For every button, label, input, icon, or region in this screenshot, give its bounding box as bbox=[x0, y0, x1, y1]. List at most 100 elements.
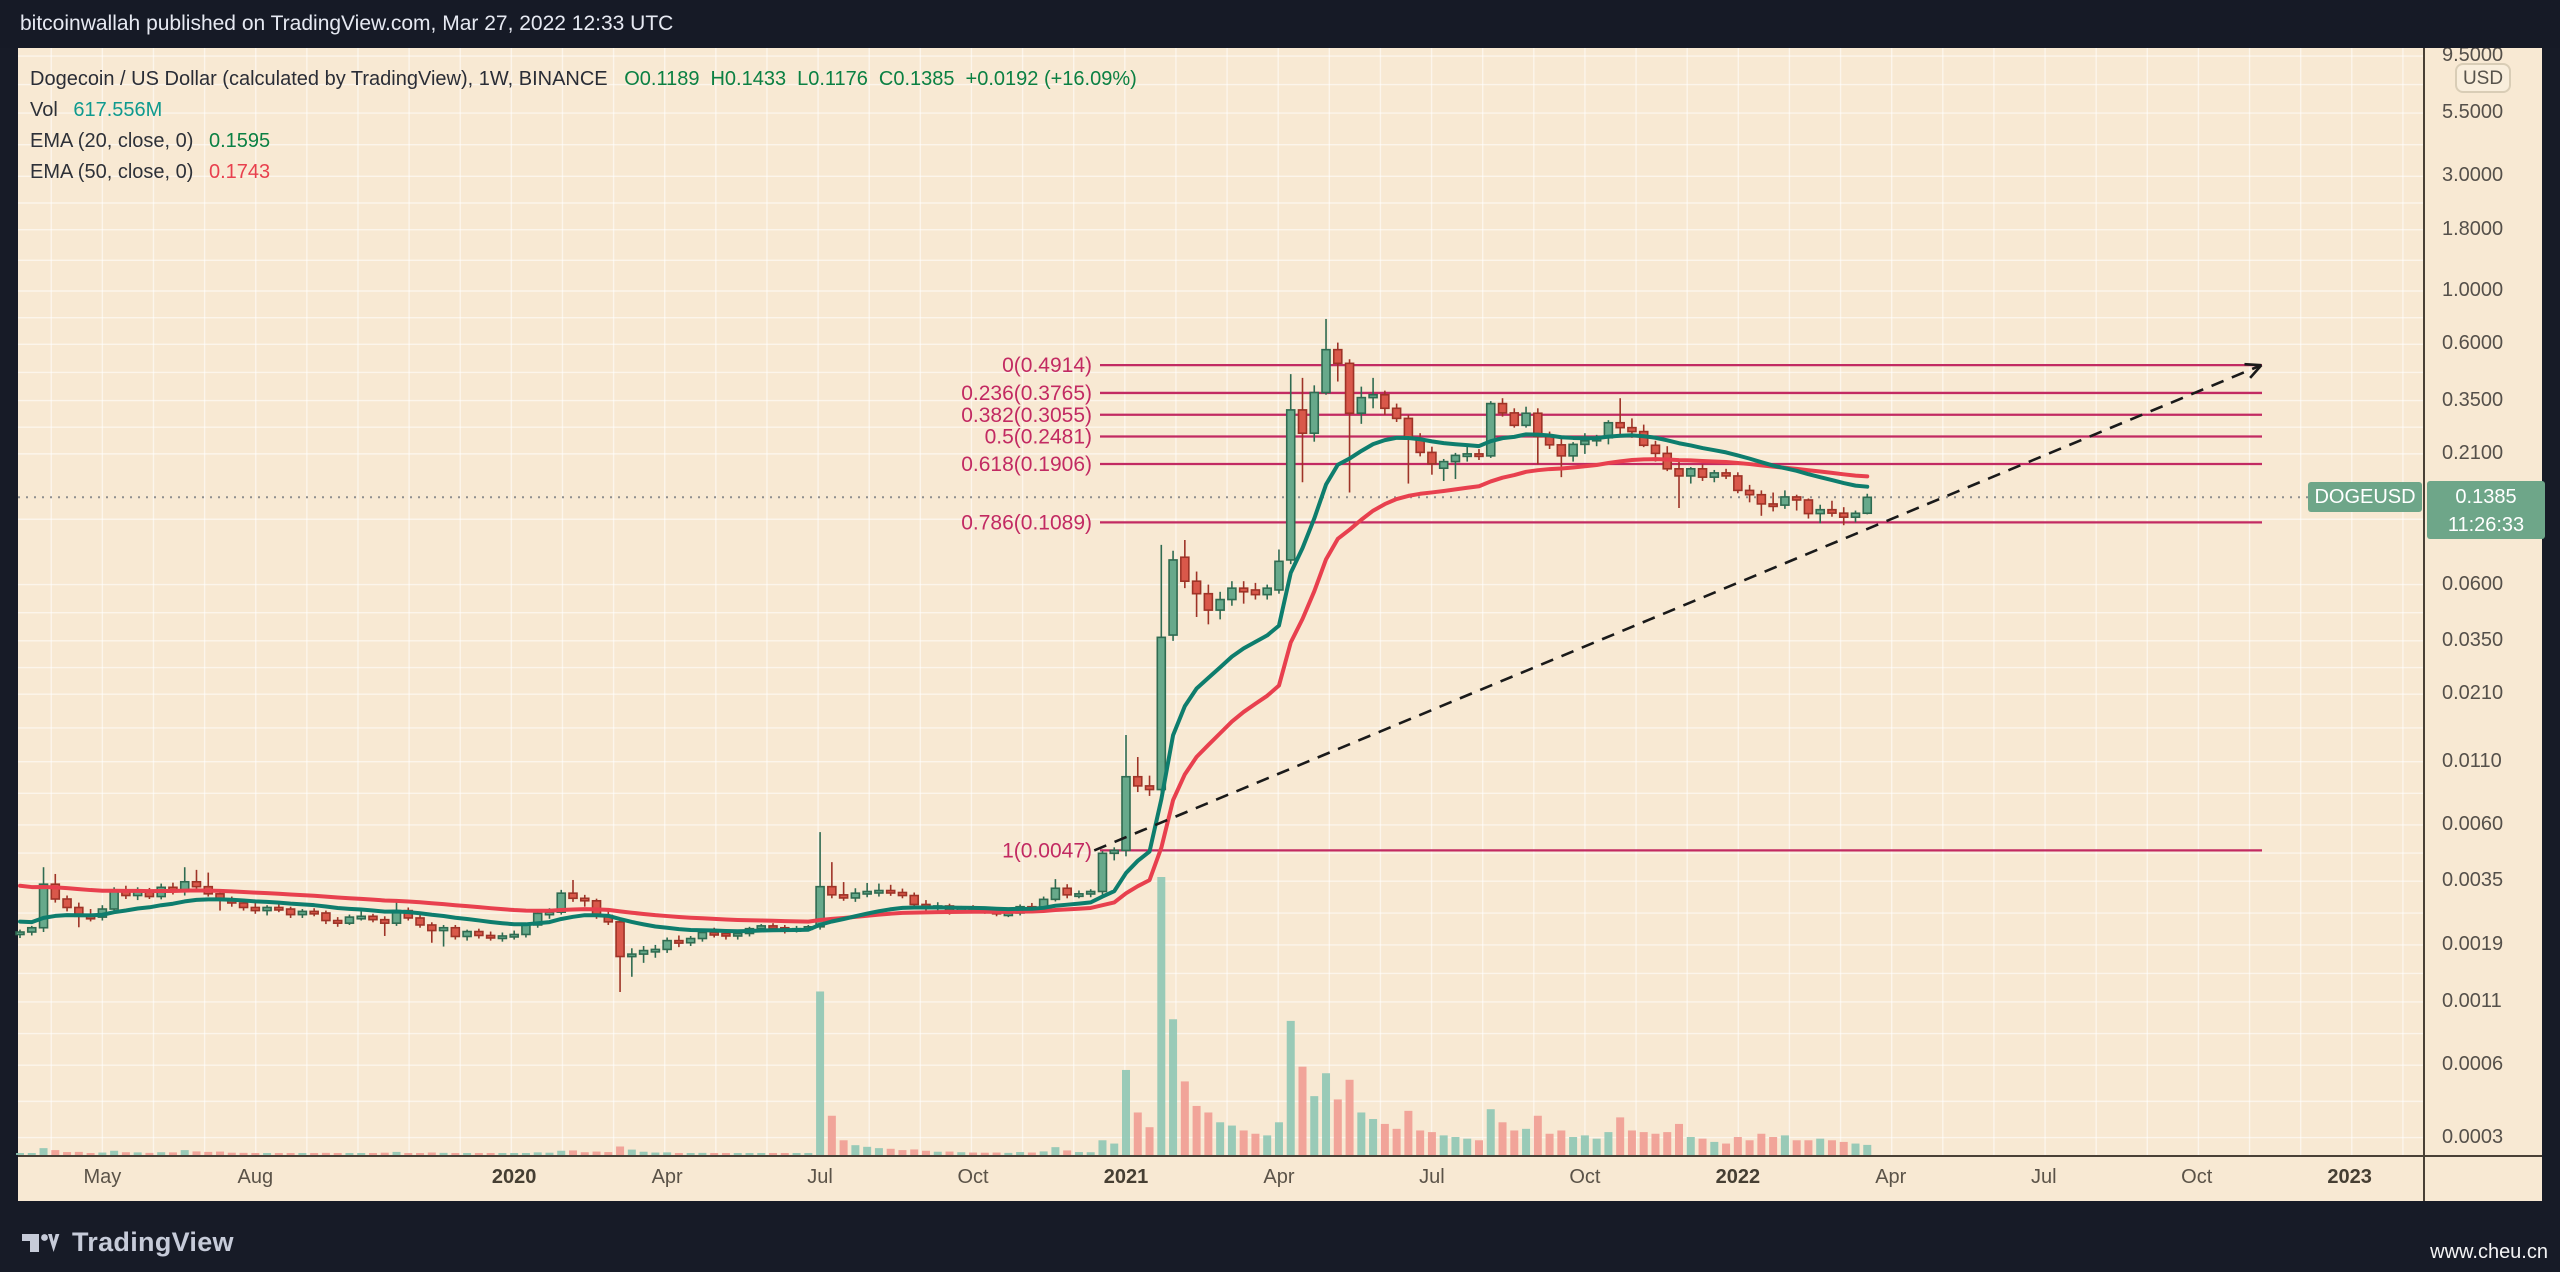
symbol-flag-label: DOGEUSD bbox=[2314, 486, 2416, 508]
volume-bar bbox=[1686, 1137, 1695, 1155]
candle-body bbox=[379, 918, 390, 924]
candle-body bbox=[838, 894, 849, 899]
candle-body bbox=[332, 919, 343, 924]
time-label-month: Apr bbox=[1875, 1166, 1907, 1188]
price-tick-label: 0.2100 bbox=[2442, 441, 2504, 464]
candle-body bbox=[1285, 409, 1296, 561]
candle-body bbox=[1309, 391, 1320, 434]
low-value: L0.1176 bbox=[797, 68, 868, 90]
candle-body bbox=[627, 953, 637, 958]
volume-bar bbox=[1710, 1141, 1719, 1155]
volume-bar bbox=[1486, 1109, 1495, 1155]
volume-bar bbox=[651, 1152, 660, 1155]
volume-bar bbox=[1369, 1119, 1378, 1155]
last-price-value: 0.1385 bbox=[2455, 486, 2517, 508]
volume-bar bbox=[1016, 1152, 1025, 1155]
time-label-month: Jul bbox=[807, 1166, 833, 1188]
candle-body bbox=[1485, 402, 1496, 457]
volume-bar bbox=[1498, 1122, 1507, 1155]
volume-value: 617.556M bbox=[73, 99, 163, 121]
attribution-text: bitcoinwallah published on TradingView.c… bbox=[20, 12, 674, 35]
price-tick-label: 0.0210 bbox=[2442, 682, 2504, 705]
candle-body bbox=[62, 898, 72, 909]
candle-body bbox=[1062, 887, 1072, 896]
volume-bar bbox=[933, 1151, 942, 1155]
price-tick-label: 1.0000 bbox=[2442, 279, 2504, 301]
price-tick-label: 0.0350 bbox=[2442, 628, 2504, 651]
volume-bar bbox=[1251, 1133, 1260, 1155]
attribution-bar: bitcoinwallah published on TradingView.c… bbox=[0, 0, 2560, 48]
footer-bar: TradingView www.cheu.cn bbox=[0, 1201, 2560, 1272]
volume-bar bbox=[27, 1153, 36, 1155]
volume-bar bbox=[1557, 1130, 1566, 1155]
volume-bar bbox=[274, 1153, 283, 1155]
fib-label: 0.382(0.3055) bbox=[961, 404, 1092, 427]
volume-bar bbox=[345, 1153, 354, 1155]
volume-bar bbox=[380, 1152, 389, 1155]
volume-bar bbox=[298, 1153, 307, 1155]
candle-body bbox=[1615, 421, 1625, 429]
tradingview-brand[interactable]: TradingView bbox=[22, 1227, 234, 1258]
volume-bar bbox=[1592, 1138, 1601, 1155]
candle-body bbox=[1827, 508, 1837, 514]
candle-body bbox=[1074, 893, 1084, 898]
volume-bar bbox=[416, 1153, 425, 1155]
volume-bar bbox=[1004, 1152, 1013, 1155]
volume-bar bbox=[310, 1153, 319, 1155]
trendline-dashed bbox=[1093, 363, 2262, 852]
volume-bar bbox=[886, 1148, 895, 1155]
volume-bar bbox=[957, 1152, 966, 1155]
candle-body bbox=[1238, 587, 1249, 593]
candle-body bbox=[768, 925, 778, 930]
volume-bar bbox=[133, 1152, 142, 1155]
candle-body bbox=[1721, 472, 1731, 477]
candle-body bbox=[1791, 496, 1802, 501]
ema50-row[interactable]: EMA (50, close, 0) 0.1743 bbox=[30, 157, 1137, 188]
candle-body bbox=[1321, 348, 1331, 394]
fib-label: 0.618(0.1906) bbox=[961, 453, 1092, 476]
volume-bar bbox=[251, 1153, 260, 1155]
ema20-row[interactable]: EMA (20, close, 0) 0.1595 bbox=[30, 126, 1137, 157]
volume-bar bbox=[686, 1153, 695, 1155]
candle-body bbox=[885, 889, 896, 894]
volume-bar bbox=[427, 1152, 436, 1155]
volume-label: Vol bbox=[30, 99, 58, 121]
time-axis[interactable]: May Aug 2020 Apr Jul Oct 2021 Apr Jul Oct 2022 Apr J… bbox=[0, 1156, 2542, 1201]
price-axis[interactable]: 9.5000 5.5000 3.0000 1.8000 1.0000 0.6000 0.35… bbox=[2426, 0, 2556, 1201]
volume-bar bbox=[1263, 1135, 1272, 1155]
time-label-month: Oct bbox=[1569, 1166, 1601, 1188]
volume-bar bbox=[16, 1153, 24, 1155]
volume-bar bbox=[969, 1152, 978, 1155]
volume-bar bbox=[39, 1148, 48, 1155]
volume-bar bbox=[321, 1152, 330, 1155]
candle-body bbox=[1332, 348, 1343, 365]
candle-body bbox=[415, 917, 425, 926]
price-tick-label: 0.0110 bbox=[2442, 749, 2502, 772]
volume-bar bbox=[263, 1153, 272, 1155]
candle-body bbox=[285, 908, 296, 916]
candle-body bbox=[1191, 580, 1202, 595]
symbol-row[interactable]: Dogecoin / US Dollar (calculated by Trad… bbox=[30, 64, 1137, 95]
candle-body bbox=[462, 930, 472, 938]
volume-bar bbox=[769, 1153, 778, 1155]
volume-bar bbox=[1604, 1132, 1613, 1155]
volume-bar bbox=[1145, 1127, 1154, 1155]
bar-countdown: 11:26:33 bbox=[2447, 514, 2525, 536]
volume-bar bbox=[145, 1152, 154, 1155]
volume-bar bbox=[168, 1152, 177, 1155]
candle-body bbox=[1756, 493, 1767, 505]
time-label-year: 2023 bbox=[2327, 1166, 2372, 1188]
volume-bar bbox=[1392, 1128, 1401, 1155]
currency-label: USD bbox=[2462, 68, 2504, 89]
volume-bar bbox=[910, 1149, 919, 1155]
volume-row[interactable]: Vol 617.556M bbox=[30, 95, 1137, 126]
volume-bar bbox=[392, 1151, 401, 1155]
time-label-year: 2020 bbox=[491, 1166, 537, 1188]
volume-bar bbox=[1816, 1138, 1825, 1155]
candle-body bbox=[1050, 887, 1061, 901]
volume-bar bbox=[1474, 1140, 1483, 1155]
volume-bar bbox=[1039, 1151, 1048, 1155]
candle-body bbox=[509, 933, 519, 938]
brand-name: TradingView bbox=[72, 1227, 234, 1257]
